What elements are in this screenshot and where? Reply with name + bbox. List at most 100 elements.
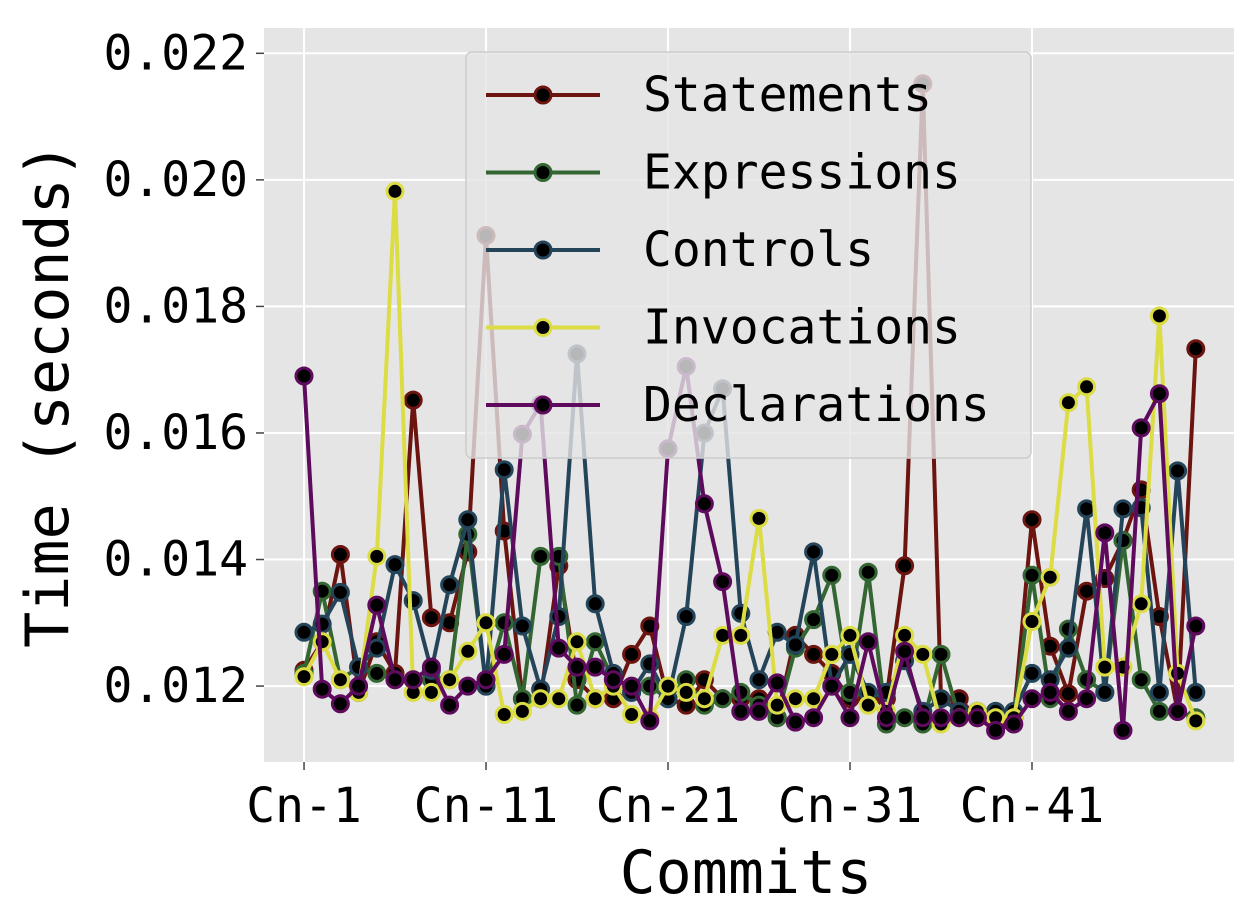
data-point-declarations [840,708,860,728]
data-point-declarations [1113,720,1133,740]
y-axis-title: Time (seconds) [13,142,83,648]
data-point-invocations [895,625,915,645]
data-point-expressions [1022,565,1042,585]
data-point-invocations [785,689,805,709]
data-point-invocations [1186,711,1206,731]
data-point-declarations [767,673,787,693]
data-point-controls [385,555,405,575]
data-point-declarations [1149,384,1169,404]
data-point-controls [1022,663,1042,683]
data-point-declarations [494,644,514,664]
data-point-controls [494,460,514,480]
y-tick-label: 0.014 [104,532,249,588]
data-point-declarations [294,366,314,386]
data-point-controls [458,510,478,530]
data-point-invocations [494,705,514,724]
data-point-expressions [367,663,387,683]
data-point-statements [1058,684,1078,704]
x-tick-label: Cn-31 [778,778,923,834]
data-point-declarations [967,708,987,728]
legend-label-declarations: Declarations [643,377,990,433]
data-point-controls [785,635,805,655]
data-point-invocations [749,508,769,528]
data-point-declarations [640,711,660,731]
data-point-invocations [421,682,441,702]
data-point-statements [403,390,423,410]
data-point-invocations [294,667,314,687]
data-point-invocations [1040,567,1060,587]
data-point-declarations [1004,714,1024,734]
data-point-declarations [694,494,714,514]
data-point-invocations [512,701,532,721]
data-point-declarations [876,708,896,728]
data-point-invocations [330,670,350,690]
data-point-declarations [822,676,842,696]
data-point-declarations [749,701,769,721]
data-point-declarations [1186,616,1206,636]
data-point-declarations [567,657,587,677]
data-point-declarations [949,708,969,728]
x-tick-label: Cn-21 [596,778,741,834]
data-point-expressions [804,610,824,630]
data-point-controls [804,542,824,562]
data-point-statements [330,545,350,564]
legend-marker-expressions [533,163,553,182]
data-point-invocations [858,695,878,715]
data-point-controls [1149,682,1169,702]
legend-marker-controls [533,240,553,260]
data-point-invocations [312,632,332,652]
data-point-declarations [476,670,496,690]
x-tick-label: Cn-1 [246,778,362,834]
data-point-invocations [440,670,460,690]
y-tick-label: 0.020 [104,152,249,208]
data-point-declarations [549,638,569,658]
data-point-invocations [567,632,587,652]
data-point-declarations [931,708,951,728]
data-point-expressions [713,689,733,709]
data-point-invocations [1058,393,1078,413]
data-point-controls [367,638,387,658]
data-point-declarations [1168,701,1188,721]
data-point-controls [585,594,605,614]
data-point-declarations [1131,418,1151,438]
legend-marker-statements [533,85,553,105]
data-point-declarations [804,708,824,728]
data-point-invocations [804,689,824,709]
data-point-declarations [1040,682,1060,702]
data-point-declarations [330,694,350,714]
data-point-invocations [913,644,933,664]
data-point-invocations [1077,377,1097,397]
legend-label-expressions: Expressions [643,145,961,201]
data-point-expressions [1131,670,1151,690]
data-point-expressions [895,708,915,728]
data-point-declarations [603,670,623,690]
legend-marker-invocations [533,318,553,337]
y-tick-label: 0.022 [104,25,249,81]
data-point-controls [749,670,769,690]
data-point-statements [1022,510,1042,530]
y-tick-label: 0.018 [104,278,249,334]
data-point-invocations [658,676,678,696]
data-point-controls [1095,682,1115,702]
data-point-declarations [731,701,751,721]
data-point-expressions [567,695,587,715]
data-point-controls [512,616,532,636]
y-tick-label: 0.012 [104,658,249,714]
data-point-declarations [1058,701,1078,721]
data-point-declarations [858,632,878,652]
data-point-declarations [1077,689,1097,709]
data-point-controls [294,622,314,642]
data-point-declarations [785,712,805,732]
data-point-controls [1113,499,1133,519]
data-point-invocations [585,689,605,709]
data-point-declarations [622,676,642,696]
data-point-invocations [385,181,405,201]
data-point-invocations [1131,594,1151,614]
data-point-expressions [1149,701,1169,721]
data-point-declarations [367,595,387,615]
data-point-statements [421,608,441,628]
data-point-expressions [531,546,551,566]
data-point-declarations [1022,689,1042,709]
data-point-declarations [913,708,933,728]
